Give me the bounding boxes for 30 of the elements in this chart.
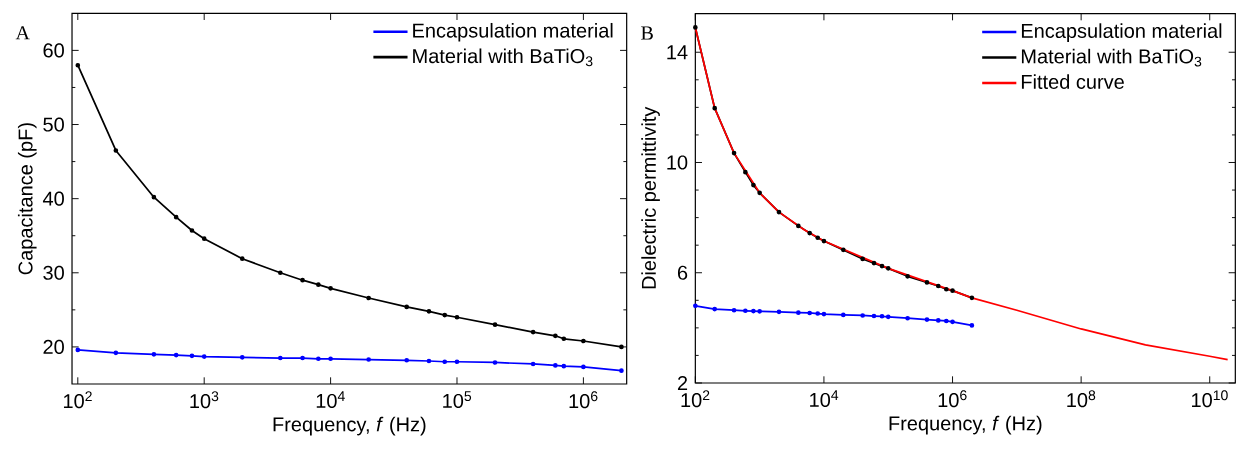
- x-tick-label: 10$^{5}$: [443, 391, 472, 409]
- x-tick-label: 10$^{3}$: [190, 391, 219, 409]
- legend-label: Fitted curve: [1021, 74, 1124, 89]
- y-axis-title: Dielectric permittivity: [641, 106, 660, 289]
- x-tick-label: 10$^{4}$: [810, 390, 839, 408]
- y-tick-label: 10: [667, 155, 688, 170]
- text: B: [641, 26, 653, 40]
- x-tick-label: 10$^{2}$: [63, 391, 92, 409]
- x-tick-label: 10$^{10}$: [1192, 390, 1228, 408]
- legend-label: Material with BaTiO$_{3}$: [413, 48, 593, 67]
- y-tick-label: 50: [43, 117, 64, 132]
- x-tick-label: 10$^{6}$: [938, 390, 967, 408]
- y-tick-label: 40: [42, 191, 64, 206]
- x-tick-label: 10$^{2}$: [681, 390, 710, 408]
- y-tick-label: 6: [677, 265, 688, 280]
- x-axis-title: Frequency, f (Hz): [889, 415, 1042, 435]
- text: A: [15, 26, 30, 40]
- y-axis-title: Capacitance (pF): [17, 123, 37, 275]
- y-tick-label: 30: [43, 265, 64, 280]
- x-axis-title: Frequency, f (Hz): [273, 416, 426, 436]
- y-tick-label: 14: [667, 45, 688, 60]
- legend-label: Material with BaTiO$_{3}$: [1021, 48, 1202, 67]
- legend-label: Encapsulation material: [413, 22, 613, 42]
- legend-label: Encapsulation material: [1021, 23, 1222, 42]
- x-tick-label: 10$^{6}$: [569, 391, 598, 409]
- y-tick-label: 20: [43, 339, 64, 354]
- x-tick-label: 10$^{8}$: [1067, 390, 1096, 408]
- y-tick-label: 2: [677, 376, 688, 390]
- x-tick-label: 10$^{4}$: [316, 391, 345, 409]
- y-tick-label: 60: [43, 43, 64, 58]
